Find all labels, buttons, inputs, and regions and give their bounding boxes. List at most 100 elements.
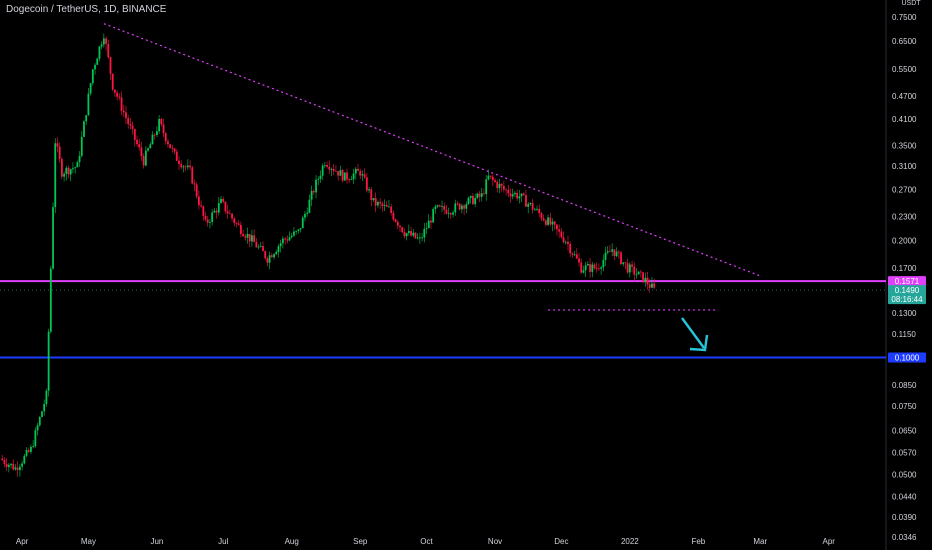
candle[interactable] [330, 167, 333, 177]
candle[interactable] [65, 165, 68, 181]
candle[interactable] [226, 204, 229, 219]
candle[interactable] [388, 200, 390, 208]
candle[interactable] [25, 447, 28, 458]
candle[interactable] [231, 212, 233, 222]
candle[interactable] [80, 131, 83, 158]
candle[interactable] [164, 132, 167, 145]
candle[interactable] [202, 205, 205, 221]
candle[interactable] [465, 201, 468, 214]
candle[interactable] [264, 250, 267, 261]
candle[interactable] [518, 189, 521, 204]
candle[interactable] [379, 198, 382, 210]
candle[interactable] [184, 164, 187, 172]
candle[interactable] [36, 422, 39, 436]
candle[interactable] [622, 262, 625, 267]
candle[interactable] [335, 165, 337, 172]
candle[interactable] [531, 198, 534, 214]
candle[interactable] [193, 179, 196, 192]
candle[interactable] [377, 200, 379, 208]
candle[interactable] [138, 138, 141, 151]
candle[interactable] [56, 137, 59, 153]
candle[interactable] [635, 268, 638, 279]
candle[interactable] [467, 196, 470, 206]
candle[interactable] [301, 215, 304, 229]
candle[interactable] [628, 261, 631, 278]
candle[interactable] [220, 195, 222, 204]
candle[interactable] [109, 56, 112, 80]
candle[interactable] [604, 247, 607, 267]
candle[interactable] [544, 218, 547, 227]
candle[interactable] [609, 244, 611, 253]
candle[interactable] [72, 162, 74, 174]
candle[interactable] [502, 180, 505, 193]
candle[interactable] [352, 168, 355, 184]
candle[interactable] [547, 214, 549, 227]
candle[interactable] [421, 232, 424, 242]
candle[interactable] [270, 252, 273, 258]
candle[interactable] [556, 224, 558, 236]
candle[interactable] [410, 226, 412, 237]
candle[interactable] [478, 190, 481, 203]
candle[interactable] [383, 199, 386, 212]
candle[interactable] [469, 195, 472, 204]
candle[interactable] [412, 229, 415, 238]
candle[interactable] [396, 219, 399, 230]
candle[interactable] [600, 265, 603, 275]
candle[interactable] [118, 93, 121, 101]
candle[interactable] [642, 272, 645, 284]
candle[interactable] [491, 174, 494, 187]
candle[interactable] [483, 188, 485, 196]
candle[interactable] [63, 171, 65, 182]
candle[interactable] [27, 447, 30, 453]
candle[interactable] [357, 164, 359, 171]
candle[interactable] [447, 207, 450, 219]
candle[interactable] [452, 210, 454, 218]
candle[interactable] [279, 239, 282, 253]
candle[interactable] [87, 88, 90, 117]
candle[interactable] [533, 207, 536, 211]
candle[interactable] [213, 208, 216, 214]
candle[interactable] [273, 253, 275, 260]
candle[interactable] [332, 164, 335, 176]
candle[interactable] [21, 460, 23, 471]
candle[interactable] [514, 191, 516, 198]
candle[interactable] [633, 262, 636, 282]
candle[interactable] [248, 233, 251, 248]
candle[interactable] [606, 246, 609, 255]
candle[interactable] [598, 263, 600, 272]
candle[interactable] [591, 261, 594, 278]
candle[interactable] [602, 254, 605, 272]
candle[interactable] [191, 165, 194, 185]
candle[interactable] [540, 211, 543, 222]
candle[interactable] [136, 135, 138, 147]
candle[interactable] [284, 236, 286, 245]
candle[interactable] [425, 222, 428, 234]
candle[interactable] [131, 121, 134, 135]
candle[interactable] [361, 170, 364, 181]
candle[interactable] [341, 168, 344, 183]
candle[interactable] [10, 463, 12, 469]
candle[interactable] [186, 159, 189, 170]
candle[interactable] [310, 185, 313, 207]
candle[interactable] [520, 193, 523, 202]
candle[interactable] [304, 210, 306, 222]
candle[interactable] [43, 399, 46, 416]
candle[interactable] [228, 209, 231, 215]
candle[interactable] [560, 228, 563, 239]
candle[interactable] [582, 265, 585, 274]
candle[interactable] [494, 178, 496, 184]
candle[interactable] [385, 201, 388, 207]
candle[interactable] [246, 227, 249, 244]
candle[interactable] [354, 166, 357, 180]
candle[interactable] [553, 220, 556, 230]
candle[interactable] [58, 142, 61, 163]
descending-trendline[interactable] [103, 23, 761, 277]
candle[interactable] [474, 193, 477, 208]
candle[interactable] [308, 194, 311, 214]
candle[interactable] [175, 148, 178, 161]
candle[interactable] [405, 232, 408, 241]
candle[interactable] [436, 204, 439, 209]
candle[interactable] [45, 388, 48, 407]
candle[interactable] [167, 138, 169, 148]
